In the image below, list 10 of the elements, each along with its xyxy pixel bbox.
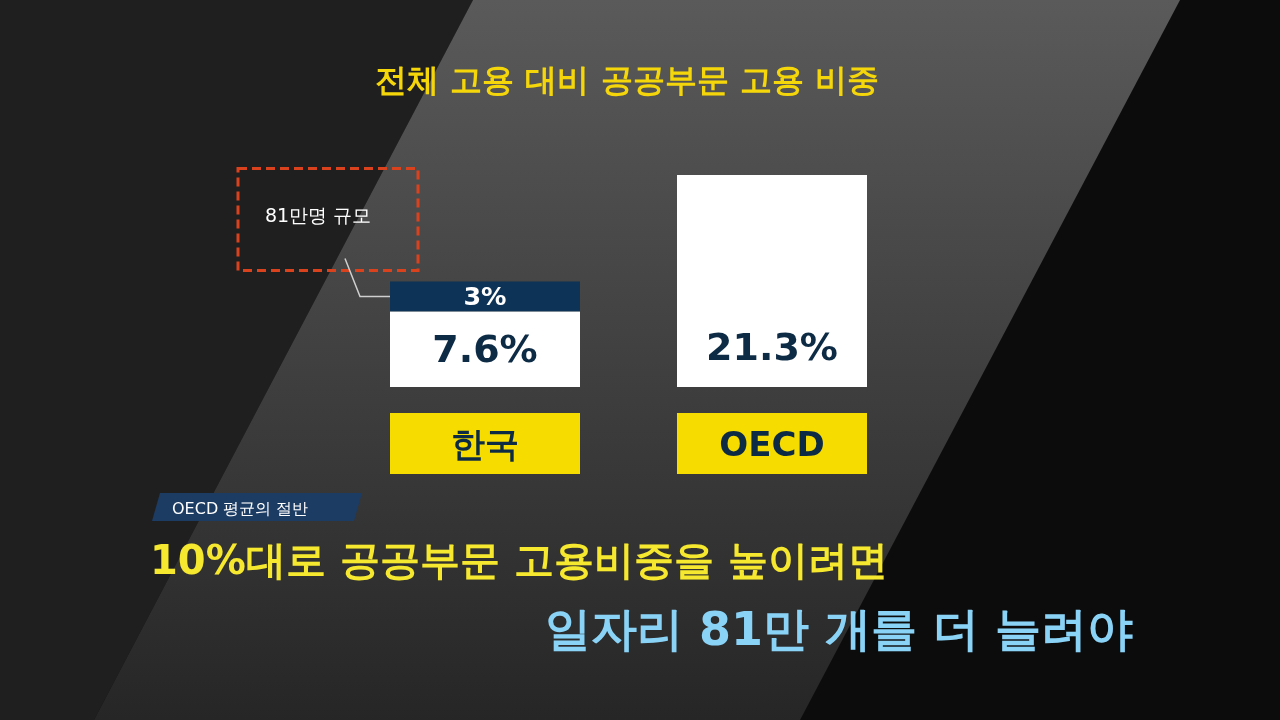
x-tick-label: 한국 <box>451 424 519 464</box>
data-label: 3% <box>463 281 507 312</box>
data-label: 7.6% <box>432 327 538 372</box>
text: 10%대로 공공부문 고용비중을 높이려면 <box>150 537 888 583</box>
x-tick-label: OECD <box>719 424 825 464</box>
text: OECD 평균의 절반 <box>172 498 309 518</box>
data-label: 21.3% <box>706 325 838 369</box>
annotation: 81만명 규모 <box>264 204 372 227</box>
text: 일자리 81만 개를 더 늘려야 <box>544 602 1133 656</box>
chart-title: 전체 고용 대비 공공부문 고용 비중 <box>375 61 879 99</box>
